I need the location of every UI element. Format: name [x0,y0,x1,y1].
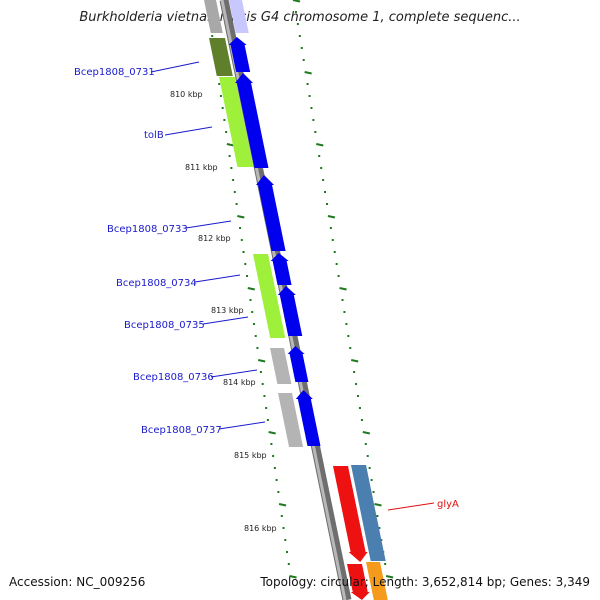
gene-arrow-glya[interactable] [333,466,368,562]
major-tick [257,359,266,363]
major-tick [362,431,371,435]
gene-block-tolb[interactable] [219,77,254,167]
gene-block-bcep1808-0734[interactable] [253,254,275,288]
leader-line [202,316,249,325]
major-tick [289,575,297,579]
gene-label-tolb[interactable]: tolB [144,130,164,141]
leader-line [194,274,241,283]
cds-arrow-bcep1808-0731[interactable] [228,37,251,72]
major-tick [292,0,301,3]
leader-line [210,369,258,378]
gene-labels: Bcep1808_0731 tolB Bcep1808_0733 Bcep180… [74,61,459,511]
cds-arrow-bcep1808-0737[interactable] [295,390,321,446]
major-tick [247,287,255,291]
kbp-label-813: 813 kbp [211,306,244,315]
gene-block-bcep1808-0737[interactable] [278,393,304,447]
gene-label-bcep1808-0736[interactable]: Bcep1808_0736 [133,372,214,383]
kbp-label-816: 816 kbp [244,524,277,533]
tick-rails [205,0,394,579]
major-tick [304,71,312,75]
cds-arrow-bcep1808-0735[interactable] [277,286,303,336]
gene-features[interactable] [204,0,388,600]
cds-arrow-tolb[interactable] [235,73,269,168]
major-tick [374,503,382,507]
cds-arrow-bcep1808-0734[interactable] [270,253,292,285]
major-tick [385,575,394,579]
gene-block-bcep1808-0735[interactable] [260,288,286,338]
gene-block-orange[interactable] [366,562,388,600]
cds-block-glya[interactable] [351,465,386,561]
gene-label-glya[interactable]: glyA [437,499,459,510]
major-tick [278,503,287,507]
kbp-label-815: 815 kbp [234,451,267,460]
gene-label-bcep1808-0733[interactable]: Bcep1808_0733 [107,224,188,235]
kbp-label-810: 810 kbp [170,90,203,99]
accession-text: Accession: NC_009256 [9,575,146,589]
leader-line [164,126,213,136]
gene-label-bcep1808-0735[interactable]: Bcep1808_0735 [124,320,205,331]
major-tick [350,359,359,363]
gene-block-bcep1808-0736[interactable] [270,348,292,384]
kbp-label-811: 811 kbp [185,163,218,172]
gene-arrow-glya-cont[interactable] [347,564,370,600]
gene-label-bcep1808-0737[interactable]: Bcep1808_0737 [141,425,222,436]
kbp-label-814: 814 kbp [223,378,256,387]
major-tick [327,215,336,219]
kbp-scale: 810 kbp 811 kbp 812 kbp 813 kbp 814 kbp … [170,90,277,533]
cds-arrow-bcep1808-0733[interactable] [256,175,286,251]
map-title: Burkholderia vietnamiensis G4 chromosome… [79,10,521,25]
gene-label-bcep1808-0734[interactable]: Bcep1808_0734 [116,278,197,289]
kbp-label-812: 812 kbp [198,234,231,243]
gene-block-gray[interactable] [204,0,223,33]
genome-summary: Topology: circular; Length: 3,652,814 bp… [260,575,590,589]
leader-line [185,220,232,229]
gene-label-bcep1808-0731[interactable]: Bcep1808_0731 [74,67,155,78]
leader-line [150,61,200,73]
major-tick [339,287,347,291]
major-tick [316,143,324,147]
major-tick [237,215,245,219]
cds-arrow-bcep1808-0736[interactable] [287,346,309,382]
major-tick [268,431,276,435]
leader-line [387,502,435,511]
gene-block-bcep1808-0731[interactable] [209,38,233,76]
leader-line [218,421,266,430]
cds-arrow-top[interactable] [229,0,249,33]
major-tick [226,143,235,147]
